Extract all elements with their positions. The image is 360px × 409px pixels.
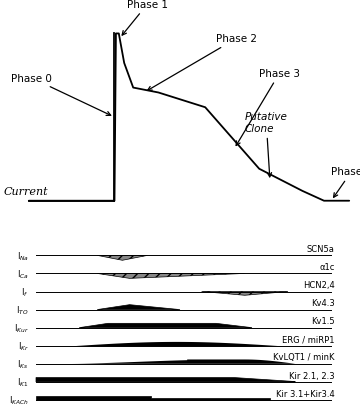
Text: I$_{K1}$: I$_{K1}$ (17, 376, 29, 388)
Polygon shape (72, 360, 295, 364)
Text: ERG / miRP1: ERG / miRP1 (282, 335, 335, 344)
Text: Kir 3.1+Kir3.4: Kir 3.1+Kir3.4 (276, 389, 335, 398)
Text: Phase 1: Phase 1 (122, 0, 168, 36)
Text: Phase 4: Phase 4 (331, 167, 360, 198)
Text: SCN5a: SCN5a (307, 245, 335, 253)
Polygon shape (79, 324, 252, 328)
Text: Current: Current (4, 187, 48, 196)
Text: Kir 2.1, 2.3: Kir 2.1, 2.3 (289, 371, 335, 380)
Text: I$_{TO}$: I$_{TO}$ (16, 303, 29, 316)
Polygon shape (202, 292, 288, 296)
Text: I$_{Na}$: I$_{Na}$ (17, 249, 29, 262)
Text: Phase 2: Phase 2 (148, 34, 257, 91)
Text: Kv1.5: Kv1.5 (311, 317, 335, 326)
Text: I$_{f}$: I$_{f}$ (22, 285, 29, 298)
Text: I$_{Ca}$: I$_{Ca}$ (17, 267, 29, 280)
Text: I$_{Ks}$: I$_{Ks}$ (18, 358, 29, 370)
Text: Putative
Clone: Putative Clone (245, 112, 288, 178)
Polygon shape (36, 396, 270, 400)
Polygon shape (97, 305, 180, 310)
Text: I$_{Kur}$: I$_{Kur}$ (14, 321, 29, 334)
Text: Phase 3: Phase 3 (236, 69, 300, 146)
Polygon shape (97, 274, 245, 279)
Text: I$_{KACh}$: I$_{KACh}$ (9, 394, 29, 406)
Polygon shape (36, 378, 295, 382)
Text: KvLQT1 / minK: KvLQT1 / minK (273, 353, 335, 362)
Text: Phase 0: Phase 0 (11, 74, 111, 116)
Text: Kv4.3: Kv4.3 (311, 299, 335, 308)
Text: α1c: α1c (319, 263, 335, 272)
Polygon shape (97, 256, 148, 261)
Text: HCN2,4: HCN2,4 (303, 281, 335, 290)
Text: I$_{Kr}$: I$_{Kr}$ (18, 339, 29, 352)
